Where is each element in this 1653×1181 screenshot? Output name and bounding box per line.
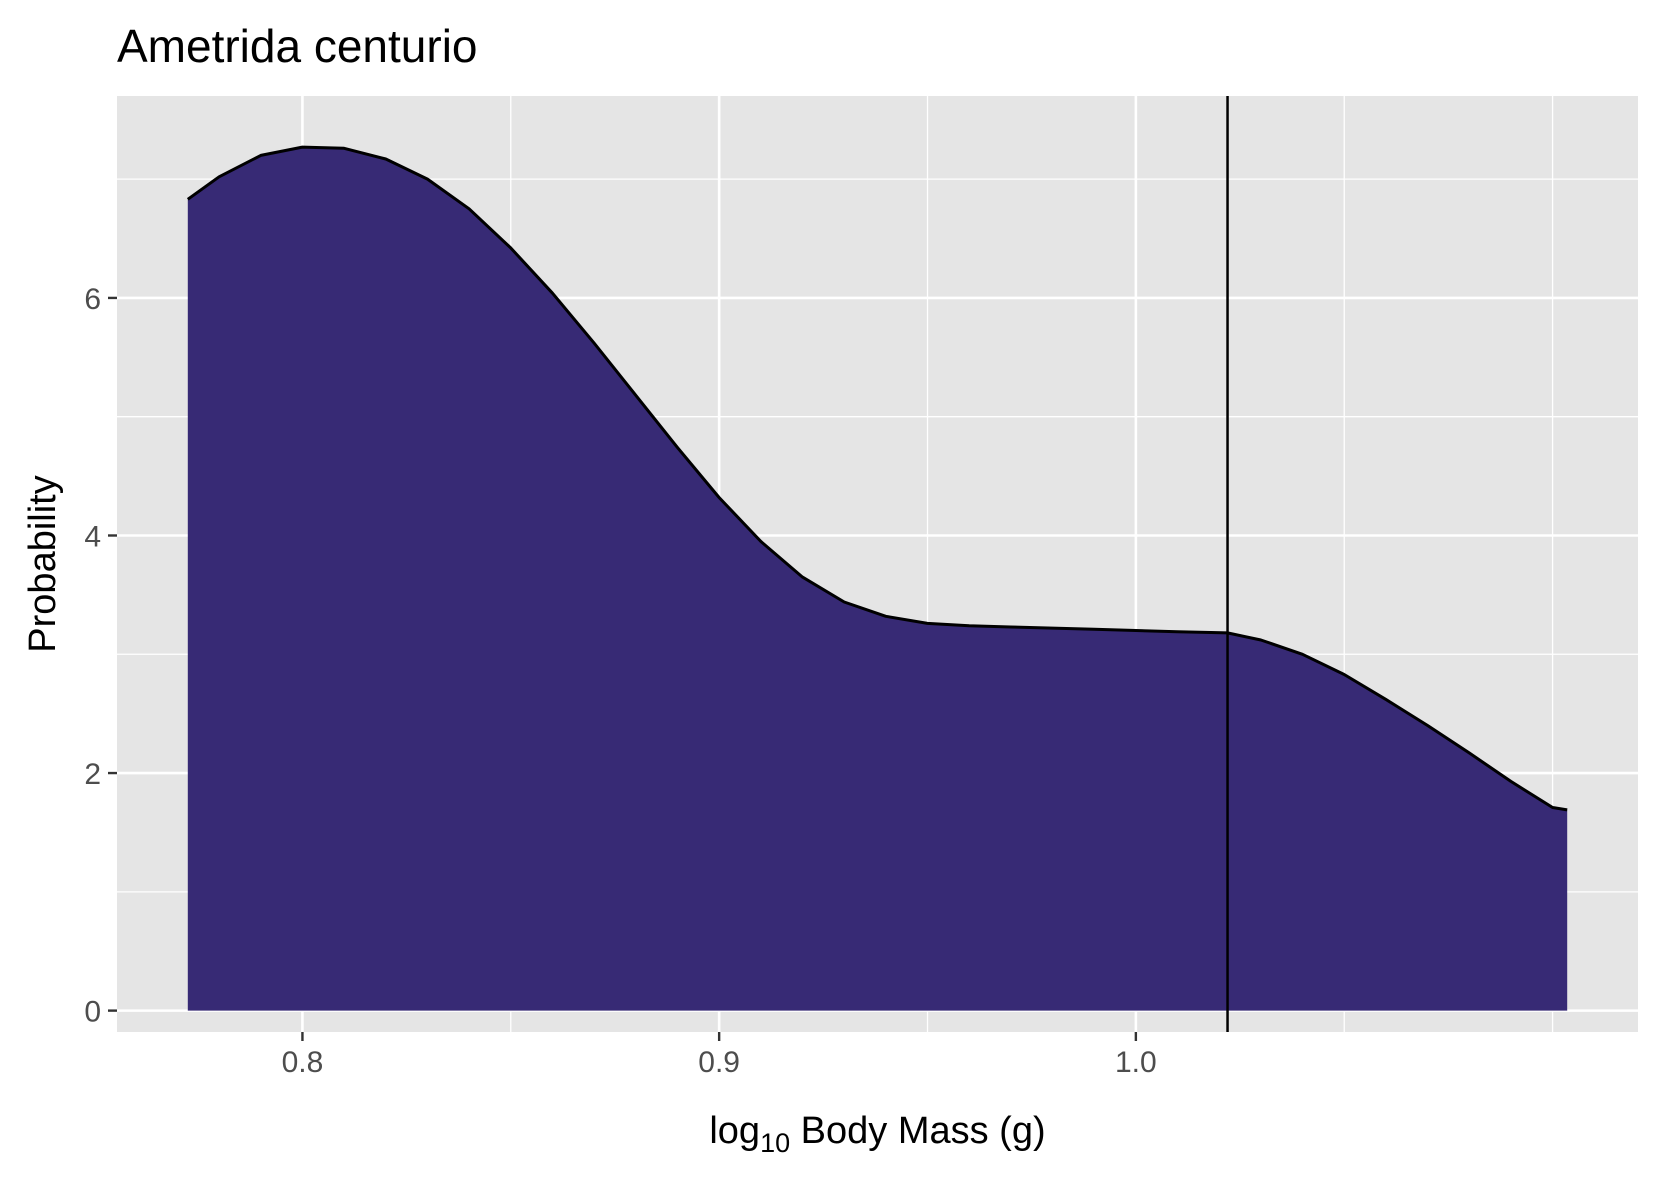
y-axis-title: Probability (22, 475, 64, 652)
x-axis-ticks: 0.8 0.9 1.0 (282, 1032, 1157, 1079)
y-tick-label: 0 (84, 996, 101, 1029)
x-tick-label: 1.0 (1115, 1046, 1157, 1079)
density-curve (186, 145, 1568, 812)
x-tick-label: 0.8 (282, 1046, 324, 1079)
x-axis-title: log10 Body Mass (g) (709, 1110, 1045, 1158)
chart-title: Ametrida centurio (117, 20, 478, 72)
x-tick-label: 0.9 (698, 1046, 740, 1079)
y-tick-label: 6 (84, 283, 101, 316)
y-tick-label: 4 (84, 520, 101, 553)
y-tick-label: 2 (84, 758, 101, 791)
x-axis-title-subscript: 10 (760, 1128, 790, 1158)
x-axis-title-prefix: log (709, 1110, 760, 1152)
x-axis-title-suffix: Body Mass (g) (790, 1110, 1046, 1152)
y-axis-ticks: 0 2 4 6 (84, 283, 117, 1029)
density-area (187, 147, 1568, 1011)
